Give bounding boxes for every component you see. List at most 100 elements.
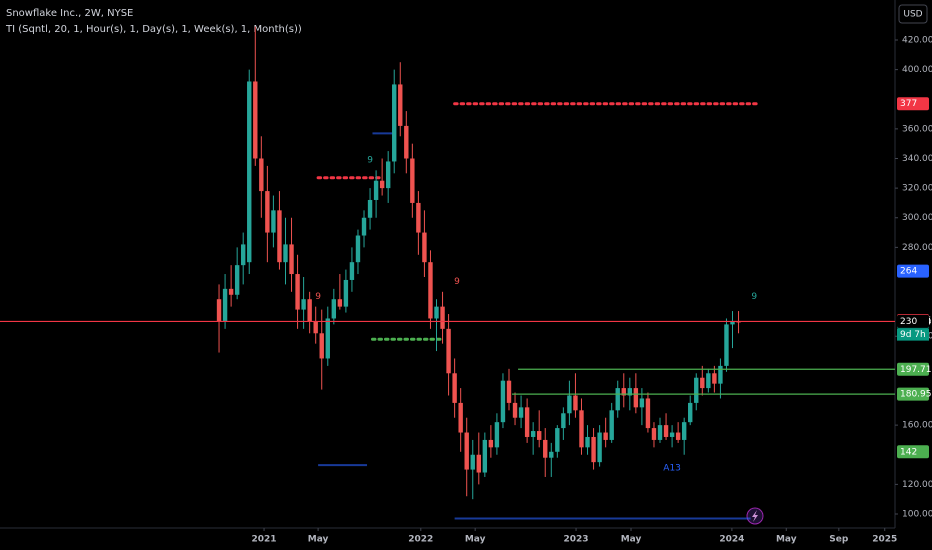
candle-body: [524, 407, 530, 437]
candle-body: [573, 395, 578, 411]
candle-body: [694, 377, 699, 403]
currency-button[interactable]: [898, 4, 928, 24]
candle-body: [295, 274, 300, 310]
candle-body: [313, 321, 318, 334]
candle-body: [609, 410, 614, 440]
candle-body: [627, 388, 633, 396]
candle-body: [277, 210, 282, 263]
y-tick-label: 160.00: [902, 421, 932, 431]
candle-body: [621, 388, 626, 396]
candle-body: [440, 306, 445, 329]
candle-body: [549, 451, 554, 458]
candle-body: [373, 180, 379, 200]
currency: USD: [903, 10, 922, 20]
candle-body: [434, 306, 439, 319]
candle-body: [289, 244, 294, 275]
candle-body: [663, 425, 669, 437]
candle-body: [688, 402, 693, 423]
candle-body: [452, 373, 457, 403]
x-tick-label: Sep: [829, 535, 849, 545]
candle-body: [307, 299, 312, 322]
replay-icon[interactable]: [746, 507, 764, 525]
y-tick-label: 420.00: [902, 35, 932, 45]
candle-body: [700, 377, 705, 389]
candle-body: [379, 180, 385, 189]
candle-body: [579, 410, 584, 448]
candle-body: [271, 210, 276, 233]
candle-body: [331, 299, 337, 319]
candle-body: [615, 388, 620, 411]
candle-body: [718, 365, 723, 384]
candle-body: [543, 439, 548, 458]
annotation: 9: [454, 277, 460, 287]
candle-body: [488, 439, 494, 448]
candle-body: [301, 299, 306, 310]
candle-body: [337, 299, 343, 307]
candle-body: [476, 454, 481, 473]
countdown-box: [897, 328, 929, 341]
x-tick-label: May: [465, 535, 486, 545]
price-label-box: [897, 97, 929, 111]
candle-body: [247, 81, 252, 263]
candle-body: [639, 398, 645, 408]
candle-body: [591, 436, 596, 463]
annotation: 9: [751, 292, 757, 302]
price-label: 377: [900, 99, 917, 109]
candle-body: [325, 318, 330, 359]
candle-body: [567, 395, 572, 414]
candle-body: [355, 235, 361, 263]
candle-body: [319, 333, 324, 359]
candle-body: [398, 84, 403, 126]
candle-body: [385, 161, 391, 189]
candle-body: [265, 191, 270, 233]
candle-body: [555, 428, 560, 452]
candle-body: [349, 262, 355, 280]
annotation: 9: [315, 292, 321, 302]
candle-body: [216, 299, 222, 322]
y-tick-label: 320.00: [902, 184, 932, 194]
y-tick-label: 120.00: [902, 480, 932, 490]
candle-body: [712, 373, 717, 384]
candle-body: [633, 388, 639, 408]
candle-body: [657, 425, 663, 440]
candle-body: [222, 288, 228, 322]
candle-body: [724, 324, 729, 366]
candle-body: [512, 402, 518, 418]
candle-body: [706, 373, 711, 389]
x-tick-label: 2022: [408, 535, 433, 545]
candle-body: [428, 262, 433, 319]
x-tick-label: 2021: [252, 535, 277, 545]
candle-body: [234, 265, 240, 295]
y-tick-label: 400.00: [902, 65, 932, 75]
candle-body: [416, 202, 421, 233]
candle-body: [651, 428, 657, 440]
price-label: 197.71: [900, 365, 932, 375]
y-tick-label: 100.00: [902, 510, 932, 520]
candle-body: [730, 321, 735, 325]
candle-body: [482, 439, 488, 473]
annotation: A13: [663, 464, 681, 474]
candle-body: [669, 432, 675, 437]
candle-body: [530, 431, 536, 437]
candle-body: [361, 217, 367, 236]
y-tick-label: 300.00: [902, 213, 932, 223]
y-tick-label: 280.00: [902, 243, 932, 253]
candle-body: [283, 244, 288, 263]
candle-body: [404, 125, 409, 159]
price-label-box: [897, 445, 929, 459]
price-label: 230: [900, 317, 917, 327]
candle-body: [536, 431, 542, 440]
candle-body: [585, 436, 590, 448]
candle-body: [392, 84, 397, 162]
x-tick-label: May: [776, 535, 797, 545]
y-tick-label: 340.00: [902, 154, 932, 164]
candle-body: [470, 454, 475, 470]
candle-body: [259, 158, 264, 192]
candle-body: [367, 199, 373, 218]
price-label: 180.95: [900, 390, 932, 400]
candle-body: [343, 279, 349, 307]
candle-body: [422, 232, 427, 263]
candle-body: [561, 413, 566, 429]
x-tick-label: 2023: [564, 535, 589, 545]
